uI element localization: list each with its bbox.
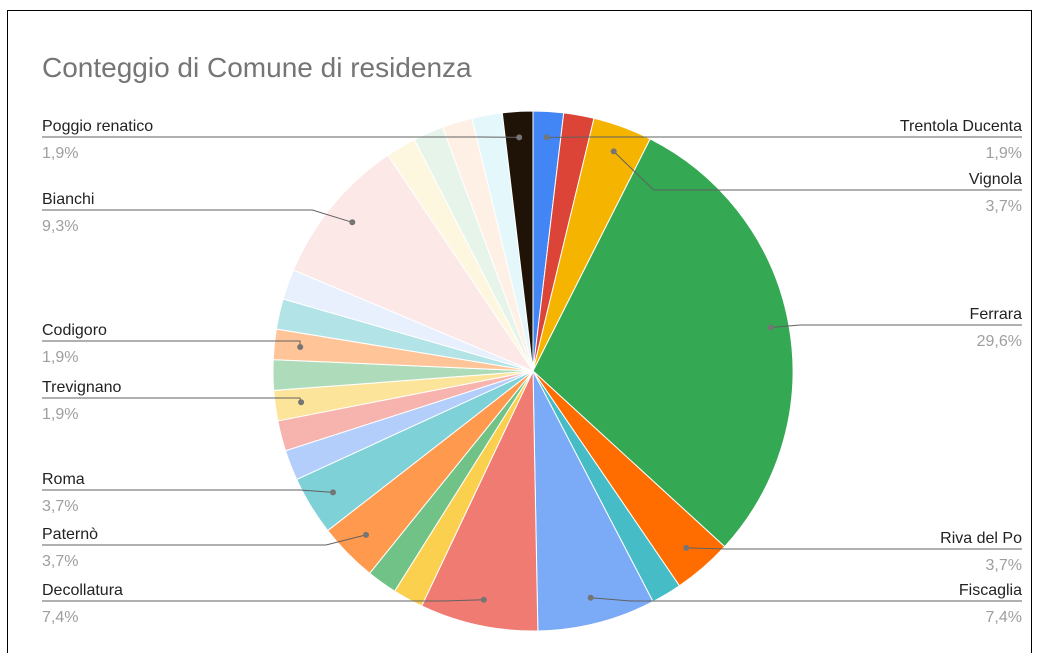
percent-codigoro: 1,9% xyxy=(42,349,78,366)
percent-vignola: 3,7% xyxy=(986,198,1022,215)
label-codigoro: Codigoro xyxy=(42,322,107,339)
label-vignola: Vignola xyxy=(969,171,1022,188)
label-decollatura: Decollatura xyxy=(42,582,123,599)
leader-line-bianchi xyxy=(42,209,353,223)
slice-bianchi[interactable] xyxy=(292,154,535,373)
percent-riva-del-po: 3,7% xyxy=(986,557,1022,574)
percent-roma: 3,7% xyxy=(42,498,78,515)
leader-dot-codigoro xyxy=(297,344,304,350)
percent-patern: 3,7% xyxy=(42,553,78,570)
leader-line-decollatura xyxy=(42,599,484,602)
label-trentola-ducenta: Trentola Ducenta xyxy=(900,118,1022,135)
leader-dot-fiscaglia xyxy=(587,594,594,601)
slice-ferrara[interactable] xyxy=(532,138,794,548)
leader-line-ferrara xyxy=(770,324,1022,328)
leader-line-roma xyxy=(42,489,334,493)
label-ferrara: Ferrara xyxy=(970,306,1023,323)
percent-bianchi: 9,3% xyxy=(42,218,78,235)
leader-dot-trentola-ducenta xyxy=(543,134,550,141)
leader-line-codigoro xyxy=(42,340,301,348)
label-trevignano: Trevignano xyxy=(42,379,122,396)
leader-dot-decollatura xyxy=(480,596,487,603)
percent-fiscaglia: 7,4% xyxy=(986,609,1022,626)
leader-dot-riva-del-po xyxy=(683,544,690,551)
label-poggio-renatico: Poggio renatico xyxy=(42,118,153,135)
percent-poggio-renatico: 1,9% xyxy=(42,145,78,162)
leader-line-patern xyxy=(42,534,367,546)
callouts: Trentola Ducenta 1,9% Vignola 3,7% Ferrara 29… xyxy=(42,118,1022,626)
label-riva-del-po: Riva del Po xyxy=(940,530,1022,547)
slice-decollatura[interactable] xyxy=(420,370,539,632)
label-bianchi: Bianchi xyxy=(42,191,94,208)
chart-title: Conteggio di Comune di residenza xyxy=(42,52,472,83)
leader-line-vignola xyxy=(613,151,1022,191)
leader-line-riva-del-po xyxy=(686,547,1022,550)
slice-poggio-renatico[interactable] xyxy=(501,110,534,372)
leader-line-fiscaglia xyxy=(590,597,1022,602)
leader-dot-vignola xyxy=(610,148,617,155)
leader-dot-bianchi xyxy=(349,219,356,226)
label-roma: Roma xyxy=(42,471,85,488)
percent-trevignano: 1,9% xyxy=(42,406,78,423)
leader-line-trevignano xyxy=(42,397,302,403)
percent-ferrara: 29,6% xyxy=(977,333,1022,350)
leader-dot-trevignano xyxy=(298,399,305,406)
leader-dot-roma xyxy=(330,489,336,496)
leader-dot-ferrara xyxy=(767,324,774,331)
leader-dot-patern xyxy=(363,531,369,538)
percent-decollatura: 7,4% xyxy=(42,609,78,626)
slice-fiscaglia[interactable] xyxy=(532,370,654,632)
percent-trentola-ducenta: 1,9% xyxy=(986,145,1022,162)
label-patern: Paternò xyxy=(42,526,98,543)
pie-slices xyxy=(272,110,794,632)
leader-dot-poggio-renatico xyxy=(516,134,523,141)
label-fiscaglia: Fiscaglia xyxy=(959,582,1022,599)
